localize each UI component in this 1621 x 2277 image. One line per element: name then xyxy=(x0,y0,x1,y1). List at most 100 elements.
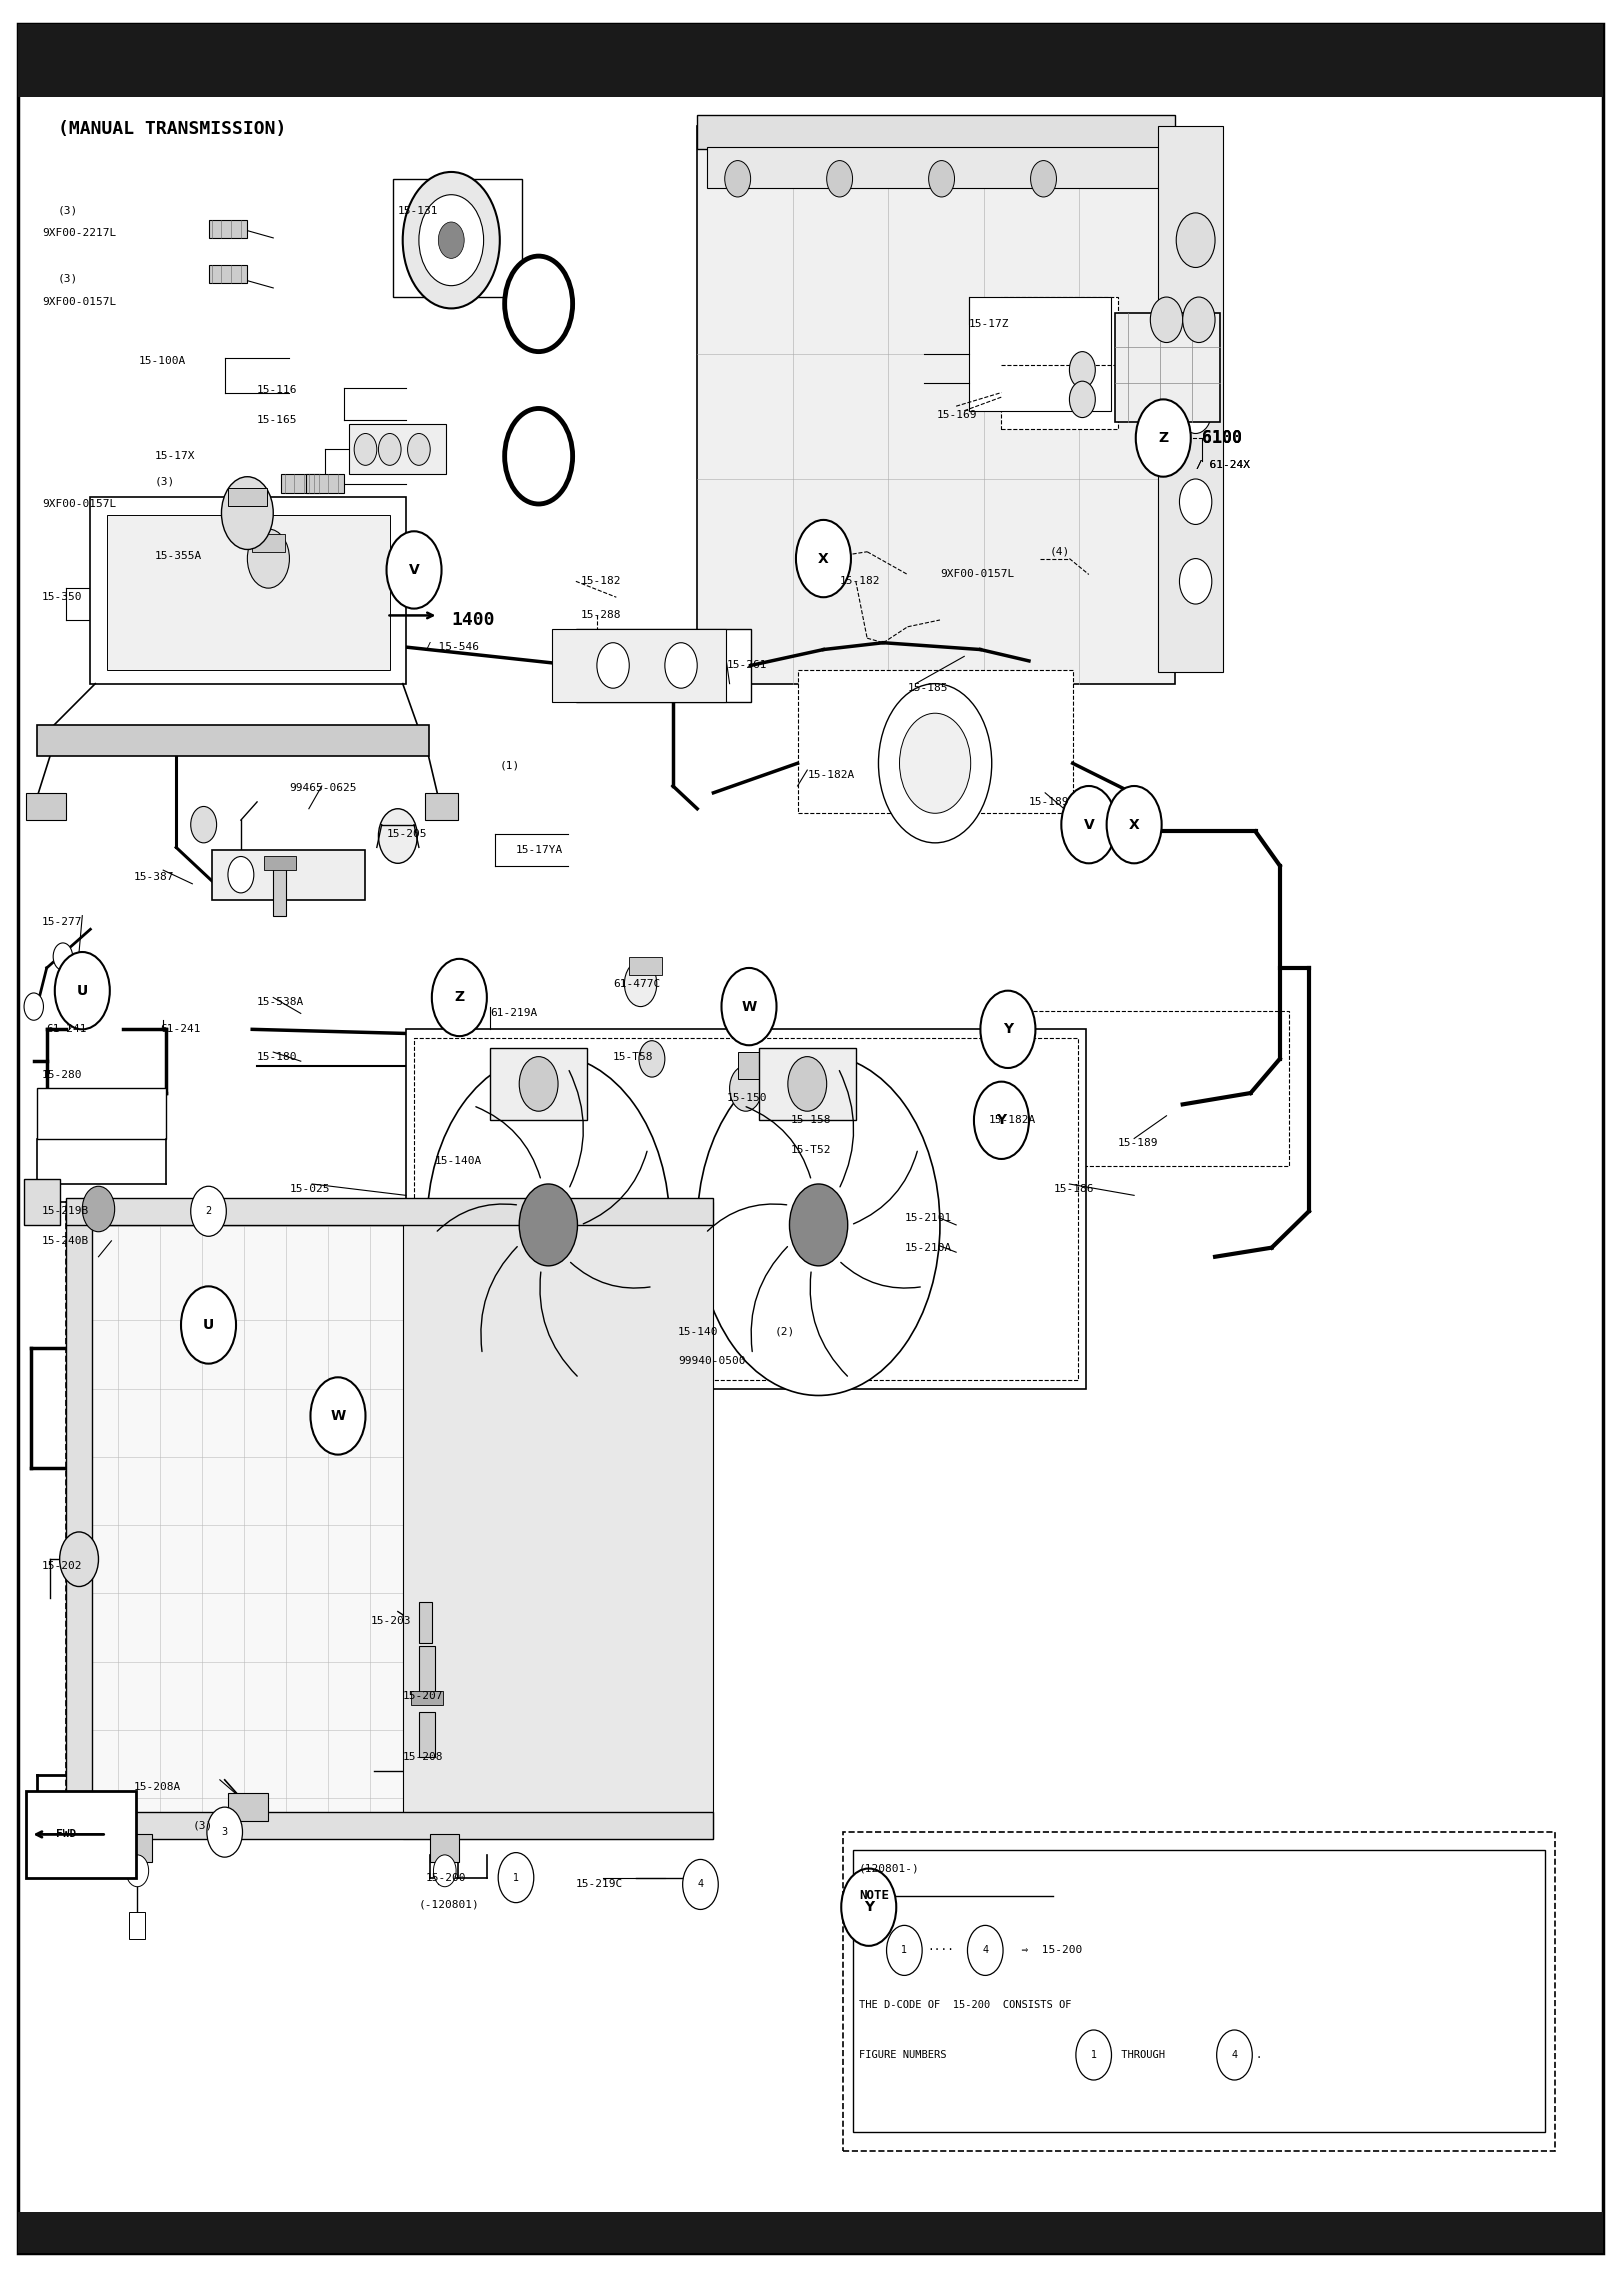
Text: 15-202: 15-202 xyxy=(42,1562,83,1571)
Circle shape xyxy=(721,968,776,1045)
Bar xyxy=(843,1833,1555,2149)
FancyArrowPatch shape xyxy=(707,1205,786,1232)
Circle shape xyxy=(60,1532,99,1587)
Circle shape xyxy=(788,1057,827,1111)
Circle shape xyxy=(879,683,992,842)
Circle shape xyxy=(504,255,572,351)
Text: NOTE: NOTE xyxy=(859,1890,888,1901)
Bar xyxy=(629,956,661,975)
Circle shape xyxy=(431,959,486,1036)
Text: 15-203: 15-203 xyxy=(370,1617,410,1626)
Circle shape xyxy=(378,433,400,465)
Bar xyxy=(212,849,365,899)
FancyArrowPatch shape xyxy=(810,1273,848,1375)
Circle shape xyxy=(887,1926,922,1976)
Text: 15-200: 15-200 xyxy=(425,1872,465,1883)
Circle shape xyxy=(407,433,430,465)
Bar xyxy=(18,2211,1603,2252)
Text: 15-025: 15-025 xyxy=(290,1184,331,1193)
Text: 15-17YA: 15-17YA xyxy=(515,845,562,854)
Text: 99940-0500: 99940-0500 xyxy=(678,1357,746,1366)
Text: 15-140: 15-140 xyxy=(678,1327,718,1337)
Circle shape xyxy=(1070,351,1096,387)
Circle shape xyxy=(639,1041,665,1077)
Bar xyxy=(282,474,321,492)
Text: (4): (4) xyxy=(1050,546,1070,558)
Circle shape xyxy=(498,1853,533,1904)
Circle shape xyxy=(191,806,217,842)
Circle shape xyxy=(402,173,499,307)
Circle shape xyxy=(55,952,110,1029)
Text: W: W xyxy=(741,1000,757,1013)
Text: 9XF00-2217L: 9XF00-2217L xyxy=(42,228,117,239)
FancyArrowPatch shape xyxy=(840,1070,854,1186)
Circle shape xyxy=(433,1856,456,1888)
Bar xyxy=(430,1835,459,1863)
Text: 15-182: 15-182 xyxy=(580,576,621,585)
Circle shape xyxy=(386,531,441,608)
FancyArrowPatch shape xyxy=(746,1107,810,1177)
Text: 15-277: 15-277 xyxy=(42,918,83,927)
Bar xyxy=(24,1179,60,1225)
Bar xyxy=(551,628,726,701)
Text: 3: 3 xyxy=(222,1826,229,1838)
Text: 15-189: 15-189 xyxy=(1029,797,1070,806)
Text: 15-131: 15-131 xyxy=(397,205,438,216)
FancyArrowPatch shape xyxy=(584,1152,647,1223)
Circle shape xyxy=(725,162,751,198)
Bar xyxy=(759,1047,856,1120)
Text: 15-140A: 15-140A xyxy=(434,1157,483,1166)
Bar xyxy=(575,628,751,701)
Bar xyxy=(707,148,1164,189)
Circle shape xyxy=(248,528,290,587)
Text: Y: Y xyxy=(864,1901,874,1915)
Text: 9XF00-0157L: 9XF00-0157L xyxy=(940,569,1015,578)
Text: 15-17Z: 15-17Z xyxy=(969,319,1010,330)
Circle shape xyxy=(1217,2031,1253,2079)
Text: 15-182A: 15-182A xyxy=(989,1116,1036,1125)
Text: 15-350: 15-350 xyxy=(42,592,83,601)
Text: 15-240B: 15-240B xyxy=(42,1236,89,1246)
Bar xyxy=(229,487,267,505)
Text: 15-T58: 15-T58 xyxy=(613,1052,653,1061)
Bar xyxy=(229,1794,269,1822)
Text: 15-189: 15-189 xyxy=(1118,1138,1159,1148)
Text: W: W xyxy=(331,1409,345,1423)
Text: 15-205: 15-205 xyxy=(386,829,426,838)
FancyArrowPatch shape xyxy=(569,1070,584,1186)
Bar xyxy=(402,1202,713,1840)
Text: 15-186: 15-186 xyxy=(1054,1184,1094,1193)
Bar xyxy=(410,1692,443,1705)
FancyArrowPatch shape xyxy=(841,1261,921,1289)
Text: 15-165: 15-165 xyxy=(258,414,298,426)
Text: (3): (3) xyxy=(58,205,78,216)
Bar xyxy=(1115,312,1221,421)
Circle shape xyxy=(353,433,376,465)
Text: 15-169: 15-169 xyxy=(937,410,977,421)
Text: 15-2101: 15-2101 xyxy=(905,1214,952,1223)
Circle shape xyxy=(418,196,483,285)
Circle shape xyxy=(974,1082,1029,1159)
Circle shape xyxy=(1151,296,1183,342)
Bar xyxy=(798,669,1073,813)
Circle shape xyxy=(83,1186,115,1232)
Circle shape xyxy=(1076,2031,1112,2079)
Text: 9XF00-0157L: 9XF00-0157L xyxy=(42,499,117,510)
Text: 4: 4 xyxy=(1232,2049,1237,2061)
Text: 15-158: 15-158 xyxy=(791,1116,832,1125)
Bar xyxy=(392,180,522,296)
Text: (120801-): (120801-) xyxy=(859,1863,919,1874)
Text: 6100: 6100 xyxy=(1203,428,1242,446)
Circle shape xyxy=(378,808,417,863)
Bar xyxy=(209,219,248,237)
Text: / 61-24X: / 61-24X xyxy=(1196,460,1250,471)
Circle shape xyxy=(229,856,254,893)
Text: 15-100A: 15-100A xyxy=(139,355,186,367)
Bar xyxy=(413,1038,1078,1380)
Circle shape xyxy=(522,433,554,478)
Text: 1400: 1400 xyxy=(451,610,494,628)
Text: 15-387: 15-387 xyxy=(135,872,175,881)
Text: 15-219C: 15-219C xyxy=(575,1879,622,1890)
Circle shape xyxy=(665,642,697,688)
Bar xyxy=(37,1088,167,1138)
